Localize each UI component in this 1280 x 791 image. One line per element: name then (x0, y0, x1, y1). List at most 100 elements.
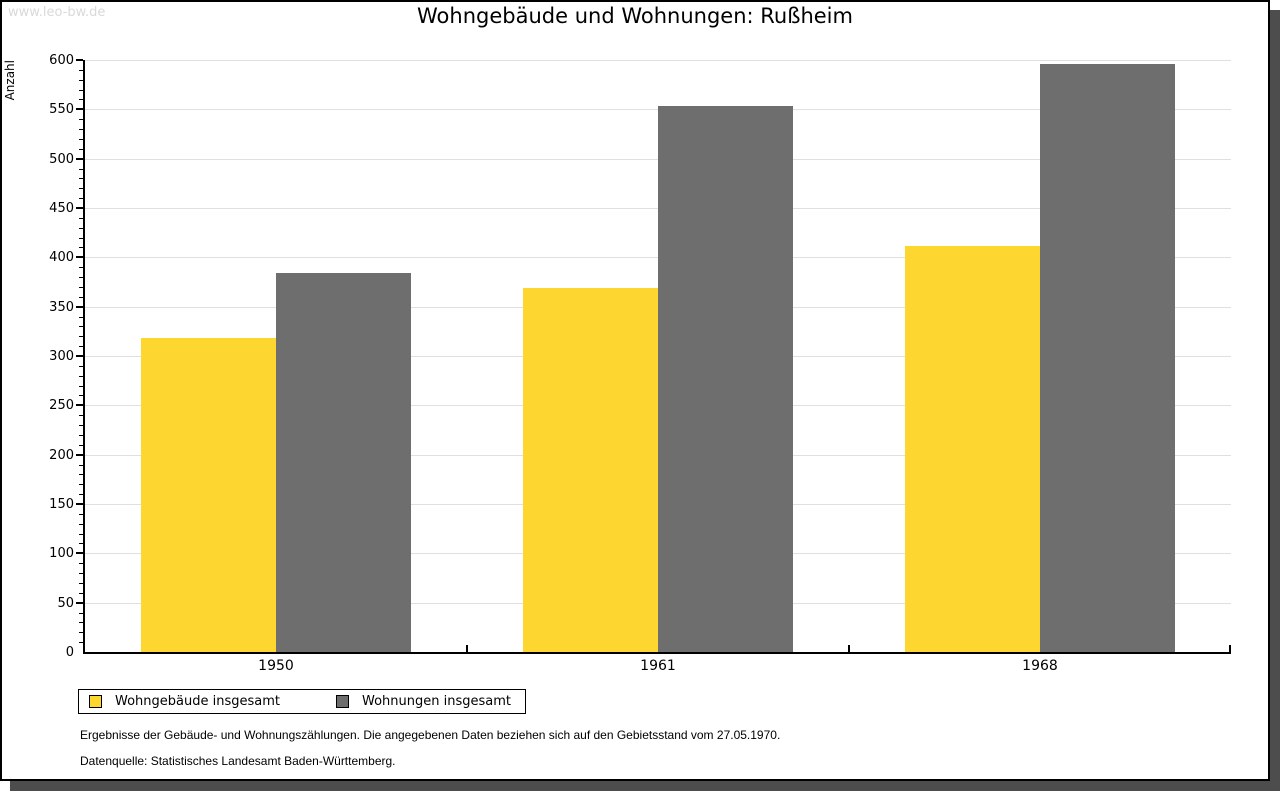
y-major-tick-450 (76, 207, 83, 209)
bar-wohnungen-1968 (1040, 63, 1175, 652)
x-tick-label-1968: 1968 (1022, 658, 1058, 674)
y-minor-tick-420 (79, 237, 83, 239)
y-minor-tick-70 (79, 582, 83, 584)
y-minor-tick-580 (79, 79, 83, 81)
watermark: www.leo-bw.de (8, 5, 106, 20)
y-minor-tick-460 (79, 198, 83, 200)
y-minor-tick-570 (79, 89, 83, 91)
y-major-tick-400 (76, 256, 83, 259)
y-minor-tick-180 (79, 474, 83, 476)
x-tick-label-1961: 1961 (640, 658, 676, 674)
y-minor-tick-190 (79, 464, 83, 466)
chart-title: Wohngebäude und Wohnungen: Rußheim (417, 4, 853, 28)
y-minor-tick-220 (79, 434, 83, 436)
y-minor-tick-80 (79, 573, 83, 575)
y-minor-tick-540 (79, 119, 83, 121)
y-minor-tick-330 (79, 326, 83, 328)
y-minor-tick-480 (79, 178, 83, 180)
bar-wohnungen-1950 (276, 273, 411, 652)
y-tick-label-600: 600 (49, 53, 74, 68)
y-minor-tick-270 (79, 385, 83, 387)
y-major-tick-600 (76, 59, 83, 61)
y-major-tick-200 (76, 453, 83, 456)
y-minor-tick-360 (79, 296, 83, 298)
legend-item-wohngebaeude: Wohngebäude insgesamt (89, 694, 280, 709)
y-tick-label-250: 250 (49, 398, 74, 414)
legend-label: Wohnungen insgesamt (362, 694, 511, 709)
y-minor-tick-370 (79, 286, 83, 288)
legend-swatch-icon (89, 695, 102, 708)
y-minor-tick-240 (79, 415, 83, 417)
y-minor-tick-380 (79, 277, 83, 279)
chart-frame: www.leo-bw.de Wohngebäude und Wohnungen:… (0, 0, 1270, 781)
y-major-tick-550 (76, 108, 83, 111)
y-tick-label-400: 400 (49, 250, 74, 266)
y-minor-tick-280 (79, 375, 83, 377)
y-minor-tick-440 (79, 217, 83, 219)
x-boundary-tick-1 (466, 645, 468, 652)
x-tick-label-1950: 1950 (258, 658, 294, 674)
legend-item-wohnungen: Wohnungen insgesamt (336, 694, 511, 709)
y-minor-tick-170 (79, 484, 83, 486)
y-tick-label-500: 500 (49, 151, 74, 167)
x-boundary-tick-2 (848, 645, 850, 652)
y-minor-tick-290 (79, 365, 83, 367)
plot-area: 0 50 100 150 200 250 300 350 400 450 500 550 600 1950… (49, 54, 1231, 674)
y-minor-tick-520 (79, 138, 83, 140)
legend-label: Wohngebäude insgesamt (115, 694, 280, 709)
x-axis-end-tick (1229, 645, 1231, 652)
y-tick-label-100: 100 (49, 546, 74, 562)
y-tick-label-0: 0 (65, 645, 74, 660)
y-minor-tick-230 (79, 425, 83, 427)
y-tick-label-300: 300 (49, 349, 74, 364)
y-minor-tick-470 (79, 188, 83, 190)
y-tick-label-50: 50 (57, 595, 74, 611)
y-minor-tick-320 (79, 336, 83, 338)
y-minor-tick-430 (79, 227, 83, 229)
y-tick-label-450: 450 (49, 201, 74, 216)
y-tick-label-350: 350 (49, 299, 74, 315)
y-minor-tick-40 (79, 612, 83, 614)
bar-wohngebaeude-1961 (523, 287, 658, 652)
y-major-tick-350 (76, 305, 83, 308)
y-minor-tick-20 (79, 632, 83, 634)
y-minor-tick-30 (79, 622, 83, 624)
y-minor-tick-210 (79, 444, 83, 446)
y-minor-tick-110 (79, 543, 83, 545)
bar-wohngebaeude-1950 (141, 338, 276, 652)
y-major-tick-250 (76, 404, 83, 407)
y-major-tick-100 (76, 552, 83, 555)
y-major-tick-150 (76, 503, 83, 505)
y-major-tick-50 (76, 601, 83, 604)
footnote-gebietsstand: Ergebnisse der Gebäude- und Wohnungszähl… (80, 728, 781, 742)
footnote-datenquelle: Datenquelle: Statistisches Landesamt Bad… (80, 754, 396, 768)
y-tick-label-550: 550 (49, 102, 74, 118)
y-major-tick-500 (76, 157, 83, 160)
y-minor-tick-530 (79, 129, 83, 131)
y-minor-tick-130 (79, 523, 83, 525)
y-minor-tick-10 (79, 642, 83, 644)
y-minor-tick-60 (79, 592, 83, 594)
y-tick-label-150: 150 (49, 497, 74, 512)
y-minor-tick-260 (79, 395, 83, 397)
gridline-y-600 (85, 60, 1231, 61)
y-minor-tick-590 (79, 69, 83, 71)
y-minor-tick-160 (79, 494, 83, 496)
y-minor-tick-120 (79, 533, 83, 535)
y-minor-tick-390 (79, 267, 83, 269)
y-minor-tick-490 (79, 168, 83, 170)
legend: Wohngebäude insgesamt Wohnungen insgesamt (78, 689, 526, 714)
y-tick-label-200: 200 (49, 447, 74, 463)
y-axis-label: Anzahl (3, 60, 17, 101)
bar-wohnungen-1961 (658, 106, 793, 652)
y-minor-tick-310 (79, 346, 83, 348)
y-minor-tick-90 (79, 563, 83, 565)
y-minor-tick-510 (79, 148, 83, 150)
y-minor-tick-560 (79, 99, 83, 101)
y-minor-tick-340 (79, 316, 83, 318)
y-minor-tick-410 (79, 247, 83, 249)
legend-swatch-icon (336, 695, 349, 708)
y-major-tick-300 (76, 355, 83, 357)
y-minor-tick-140 (79, 513, 83, 515)
bar-wohngebaeude-1968 (905, 246, 1040, 652)
